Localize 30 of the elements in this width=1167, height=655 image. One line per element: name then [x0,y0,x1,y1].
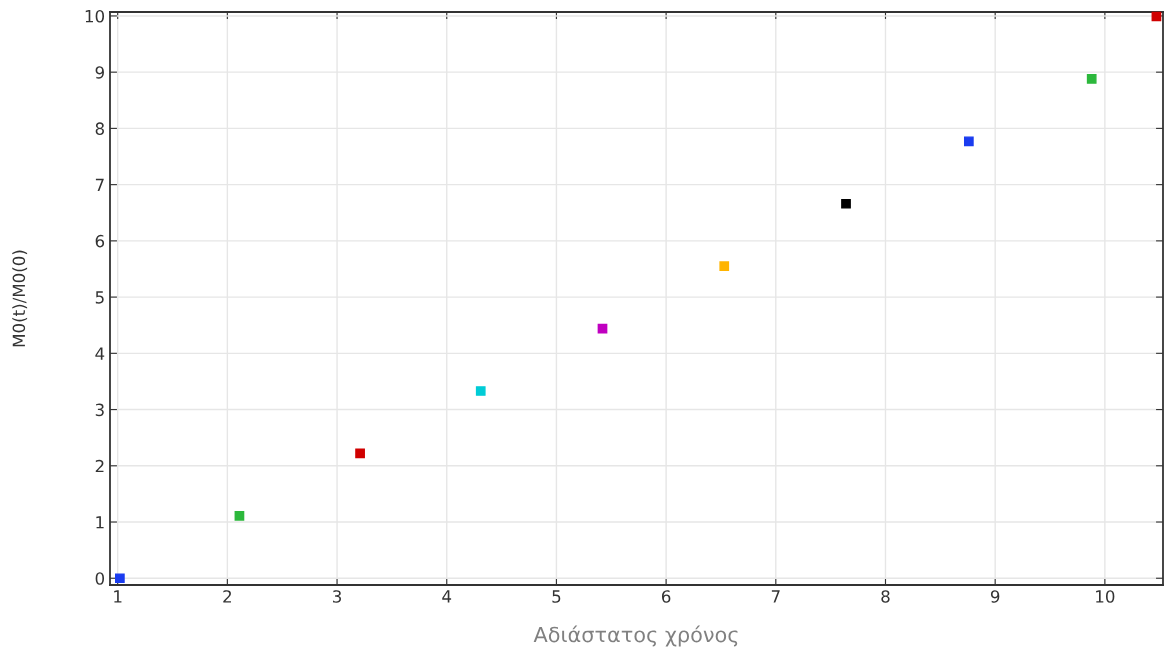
x-tick-label: 6 [661,590,671,603]
y-axis-title: M0(t)/M0(0) [12,250,28,347]
y-tick-label: 0 [95,572,105,585]
x-tick-label: 9 [990,590,1000,603]
x-tick-label: 1 [114,590,122,603]
x-tick-label: 4 [442,590,452,603]
x-tick-label: 5 [552,590,561,603]
y-tick-label: 3 [95,403,104,417]
point [355,448,365,459]
x-tick-label: 2 [223,590,231,603]
y-tick-label: 9 [95,66,104,79]
y-tick-label: 10 [85,9,105,23]
y-tick-label: 6 [95,234,105,248]
point [841,198,851,209]
x-tick-label: 7 [771,590,780,603]
y-tick-label: 5 [95,291,104,304]
point [719,261,730,272]
y-tick-label: 7 [95,178,104,191]
x-tick-label: 8 [881,590,890,603]
point [475,386,486,396]
x-tick-label: 10 [1096,590,1115,603]
x-axis-title: Αδιάστατος χρόνος [533,625,738,647]
y-tick-label: 2 [95,459,104,473]
x-tick-label: 3 [333,590,342,603]
y-tick-label: 8 [95,122,104,135]
y-tick-label: 1 [96,516,104,529]
point [1086,74,1097,84]
y-tick-label: 4 [95,347,105,360]
point [963,136,974,147]
point [234,510,245,521]
